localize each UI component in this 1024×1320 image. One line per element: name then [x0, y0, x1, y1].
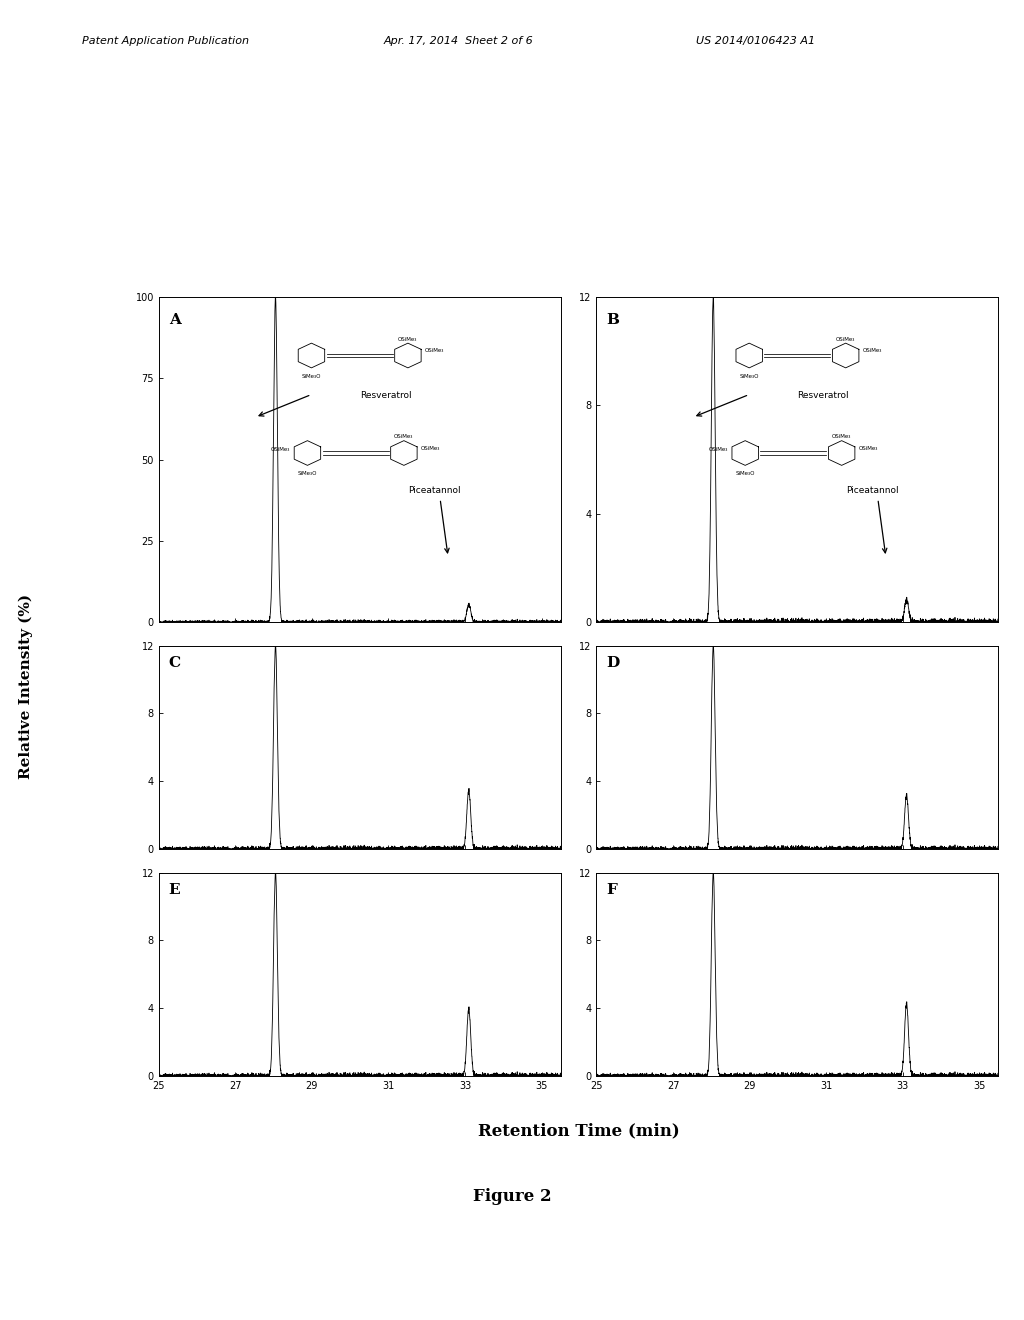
Text: OSiMe₃: OSiMe₃ [709, 447, 728, 453]
Text: OSiMe₃: OSiMe₃ [270, 447, 290, 453]
Text: SiMe₃O: SiMe₃O [739, 374, 759, 379]
Text: Patent Application Publication: Patent Application Publication [82, 36, 249, 46]
Text: Retention Time (min): Retention Time (min) [477, 1122, 680, 1139]
Text: Apr. 17, 2014  Sheet 2 of 6: Apr. 17, 2014 Sheet 2 of 6 [384, 36, 534, 46]
Text: SiMe₃O: SiMe₃O [735, 471, 755, 477]
Text: E: E [169, 883, 180, 896]
Text: OSiMe₃: OSiMe₃ [863, 348, 883, 354]
Text: Resveratrol: Resveratrol [798, 391, 849, 400]
Text: D: D [606, 656, 620, 671]
Text: Piceatannol: Piceatannol [846, 486, 898, 495]
Text: Piceatannol: Piceatannol [408, 486, 461, 495]
Text: F: F [606, 883, 617, 896]
Text: Relative Intensity (%): Relative Intensity (%) [18, 594, 33, 779]
Text: OSiMe₃: OSiMe₃ [425, 348, 444, 354]
Text: OSiMe₃: OSiMe₃ [398, 337, 418, 342]
Text: OSiMe₃: OSiMe₃ [859, 446, 879, 450]
Text: Resveratrol: Resveratrol [359, 391, 412, 400]
Text: US 2014/0106423 A1: US 2014/0106423 A1 [696, 36, 815, 46]
Text: OSiMe₃: OSiMe₃ [421, 446, 440, 450]
Text: SiMe₃O: SiMe₃O [298, 471, 317, 477]
Text: SiMe₃O: SiMe₃O [302, 374, 322, 379]
Text: OSiMe₃: OSiMe₃ [836, 337, 855, 342]
Text: OSiMe₃: OSiMe₃ [394, 434, 414, 440]
Text: B: B [606, 313, 620, 327]
Text: Figure 2: Figure 2 [473, 1188, 551, 1205]
Text: A: A [169, 313, 180, 327]
Text: C: C [169, 656, 181, 671]
Text: OSiMe₃: OSiMe₃ [831, 434, 851, 440]
